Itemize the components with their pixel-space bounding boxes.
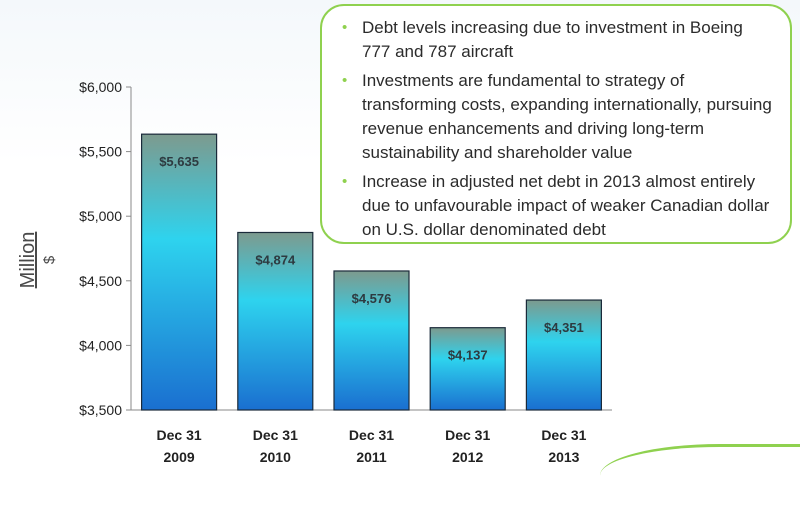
x-tick-label: 2013 [548,449,579,465]
bar [429,327,506,411]
bar [237,231,314,411]
x-tick-label: Dec 31 [157,427,202,443]
x-tick-label: Dec 31 [349,427,394,443]
x-tick-label: Dec 31 [445,427,490,443]
x-tick-label: Dec 31 [541,427,586,443]
callout-bullet-text: Investments are fundamental to strategy … [362,71,772,162]
callout-bullet-text: Increase in adjusted net debt in 2013 al… [362,172,770,239]
bar [141,133,218,411]
y-tick-label: $5,000 [79,208,122,224]
x-tick-label: Dec 31 [253,427,298,443]
y-tick-label: $4,000 [79,337,122,353]
bar-data-label: $4,576 [352,291,392,306]
chart-bars [141,133,603,411]
callout-bullet-2: • Investments are fundamental to strategy… [340,69,774,165]
commentary-callout: • Debt levels increasing due to investmen… [320,4,792,244]
bar-data-label: $4,351 [544,320,584,335]
bullet-dot-icon: • [342,19,348,36]
y-tick-label: $4,500 [79,273,122,289]
y-axis-title-line1: Million [17,231,39,289]
callout-bullet-3: • Increase in adjusted net debt in 2013 a… [340,170,774,242]
callout-bullet-text: Debt levels increasing due to investment… [362,18,743,61]
y-tick-label: $6,000 [79,79,122,95]
bar-data-label: $4,874 [255,252,296,267]
y-axis-title: Million $ [16,210,68,310]
y-axis-title-line2: $ [41,255,58,265]
bar-data-label: $4,137 [448,348,488,363]
bullet-dot-icon: • [342,173,348,190]
bullet-dot-icon: • [342,72,348,89]
debt-bar-chart: $3,500 $4,000 $4,500 $5,000 $5,500 $6,000 $5,… [79,79,612,465]
bar [525,299,603,411]
callout-bullet-1: • Debt levels increasing due to investmen… [340,16,774,64]
y-tick-label: $3,500 [79,402,122,418]
x-tick-label: 2010 [260,449,291,465]
chart-labels: $5,635 Dec 31 2009 $4,874 Dec 31 2010 $4,576 De… [157,154,587,465]
decorative-swoosh [600,444,800,507]
bar [333,270,410,411]
bar-data-label: $5,635 [159,154,199,169]
x-tick-label: 2009 [164,449,195,465]
x-tick-label: 2011 [356,449,387,465]
y-tick-label: $5,500 [79,144,122,160]
x-tick-label: 2012 [452,449,483,465]
